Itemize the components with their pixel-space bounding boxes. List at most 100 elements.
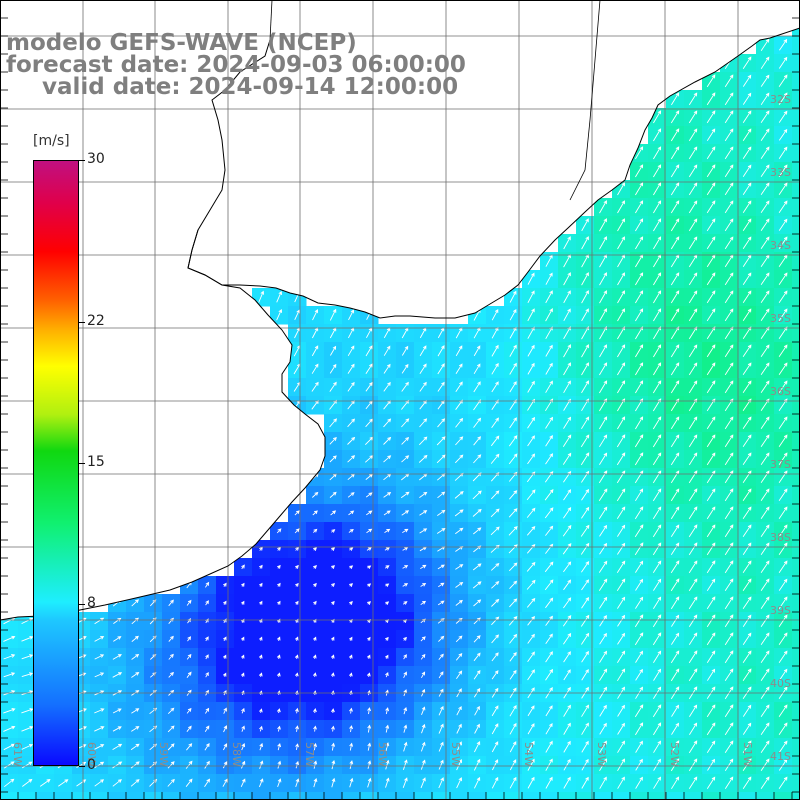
wind-speed-cell xyxy=(792,720,800,739)
wind-arrow xyxy=(331,725,335,732)
wind-arrow xyxy=(491,723,499,735)
wind-arrow xyxy=(599,416,608,430)
wind-arrow xyxy=(760,470,770,484)
wind-arrow xyxy=(276,708,281,714)
wind-speed-cell xyxy=(792,198,800,217)
wind-arrow xyxy=(617,236,625,250)
wind-arrow xyxy=(545,722,553,735)
land-area xyxy=(188,0,800,318)
wind-arrow xyxy=(599,344,607,358)
wind-arrow xyxy=(472,581,482,589)
wind-arrow xyxy=(724,416,734,430)
wind-arrow xyxy=(706,308,716,322)
wind-arrow xyxy=(385,707,390,715)
wind-arrow xyxy=(706,560,716,574)
wind-arrow xyxy=(688,362,698,376)
latitude-label: 38S xyxy=(770,531,791,544)
latitude-label: 35S xyxy=(770,312,791,325)
wind-speed-cell xyxy=(684,792,703,800)
wind-arrow xyxy=(240,760,246,769)
wind-arrow xyxy=(688,92,698,106)
wind-arrow xyxy=(385,636,389,641)
wind-speed-cell xyxy=(414,792,433,800)
wind-arrow xyxy=(653,668,662,681)
wind-speed-cell xyxy=(666,792,685,800)
wind-arrow xyxy=(509,722,517,735)
wind-speed-cell xyxy=(18,792,37,800)
wind-arrow xyxy=(438,777,444,789)
wind-arrow xyxy=(563,669,571,681)
wind-arrow xyxy=(580,614,590,627)
wind-speed-cell xyxy=(792,342,800,361)
latitude-label: 41S xyxy=(770,750,791,763)
wind-arrow xyxy=(760,344,770,358)
wind-arrow xyxy=(742,362,752,376)
wind-arrow xyxy=(295,564,299,569)
wind-arrow xyxy=(724,470,734,484)
wind-arrow xyxy=(760,56,770,69)
wind-arrow xyxy=(742,146,752,160)
wind-arrow xyxy=(778,308,788,322)
wind-arrow xyxy=(760,542,770,556)
wind-arrow xyxy=(688,272,698,286)
wind-arrow xyxy=(455,599,463,606)
wind-arrow xyxy=(331,708,335,713)
wind-speed-cell xyxy=(792,414,800,433)
wind-arrow xyxy=(240,654,245,659)
wind-arrow xyxy=(401,436,410,445)
wind-arrow xyxy=(347,436,356,445)
wind-arrow xyxy=(347,345,355,357)
wind-arrow xyxy=(760,380,770,394)
wind-arrow xyxy=(706,650,716,664)
wind-arrow xyxy=(760,596,770,610)
wind-arrow xyxy=(742,470,752,484)
wind-arrow xyxy=(670,380,680,394)
wind-arrow xyxy=(491,381,499,393)
wind-arrow xyxy=(509,417,517,429)
wind-arrow xyxy=(131,726,140,732)
wind-arrow xyxy=(186,599,192,606)
wind-arrow xyxy=(544,561,554,573)
wind-arrow xyxy=(402,759,408,770)
wind-arrow xyxy=(349,565,354,569)
wind-arrow xyxy=(742,704,752,717)
wind-arrow xyxy=(527,272,535,285)
wind-arrow xyxy=(688,164,698,178)
wind-arrow xyxy=(778,758,788,771)
wind-arrow xyxy=(671,614,680,627)
wind-arrow xyxy=(455,617,463,624)
wind-arrow xyxy=(240,778,246,787)
wind-arrow xyxy=(259,564,263,569)
wind-arrow xyxy=(258,582,263,587)
wind-arrow xyxy=(385,583,390,588)
wind-arrow xyxy=(724,146,734,160)
wind-arrow xyxy=(671,92,680,106)
wind-arrow xyxy=(491,670,499,680)
wind-arrow xyxy=(760,614,770,628)
wind-arrow xyxy=(653,362,662,376)
wind-arrow xyxy=(778,182,788,196)
wind-arrow xyxy=(652,542,662,556)
wind-arrow xyxy=(688,542,698,556)
wind-arrow xyxy=(490,562,500,571)
wind-arrow xyxy=(652,704,662,718)
wind-arrow xyxy=(112,761,123,769)
wind-speed-cell xyxy=(792,702,800,721)
wind-arrow xyxy=(295,743,299,750)
wind-arrow xyxy=(419,345,427,357)
wind-arrow xyxy=(599,668,608,681)
wind-arrow xyxy=(581,290,589,304)
wind-arrow xyxy=(491,581,500,589)
wind-arrow xyxy=(294,672,299,677)
wind-arrow xyxy=(706,128,716,142)
wind-arrow xyxy=(312,510,318,516)
wind-arrow xyxy=(724,704,734,718)
wind-arrow xyxy=(403,654,407,660)
wind-arrow xyxy=(456,723,462,734)
wind-arrow xyxy=(742,290,752,304)
wind-arrow xyxy=(599,380,608,394)
wind-arrow xyxy=(204,778,211,787)
colorbar-label: 8 xyxy=(87,595,96,612)
wind-arrow xyxy=(401,381,409,392)
wind-arrow xyxy=(706,272,716,286)
